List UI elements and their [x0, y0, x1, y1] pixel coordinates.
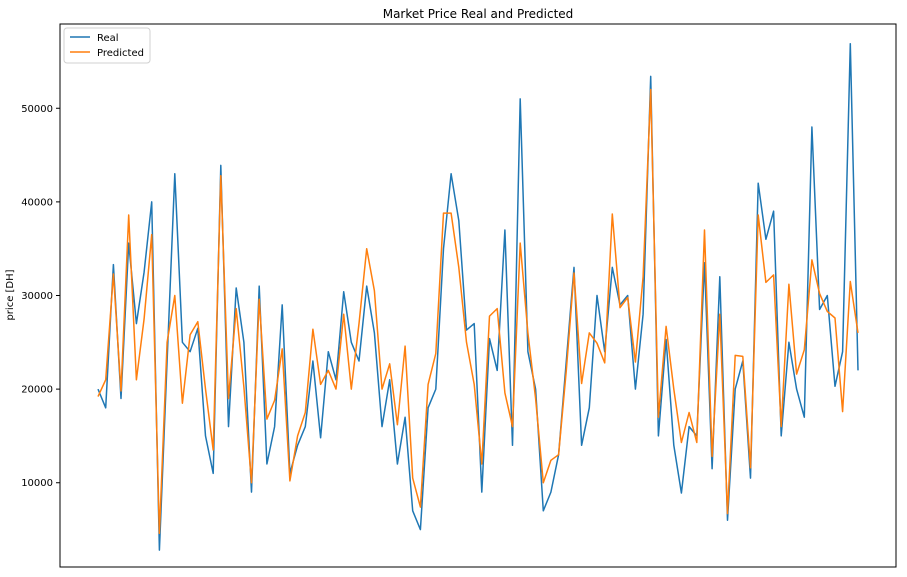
plot-area — [97, 42, 859, 551]
legend: Real Predicted — [63, 27, 151, 64]
series-line-predicted — [97, 88, 859, 535]
y-tick-label: 10000 — [21, 478, 53, 489]
plot-frame — [59, 23, 897, 568]
y-tick-label: 20000 — [21, 385, 53, 396]
legend-label-predicted: Predicted — [97, 48, 144, 59]
y-tick-label: 40000 — [21, 197, 53, 208]
y-tick-label: 30000 — [21, 291, 53, 302]
y-axis: 10000 20000 30000 40000 50000 — [21, 104, 60, 489]
chart-title: Market Price Real and Predicted — [383, 7, 574, 21]
legend-label-real: Real — [97, 33, 119, 44]
y-tick-label: 50000 — [21, 104, 53, 115]
y-axis-label: price [DH] — [5, 269, 16, 320]
